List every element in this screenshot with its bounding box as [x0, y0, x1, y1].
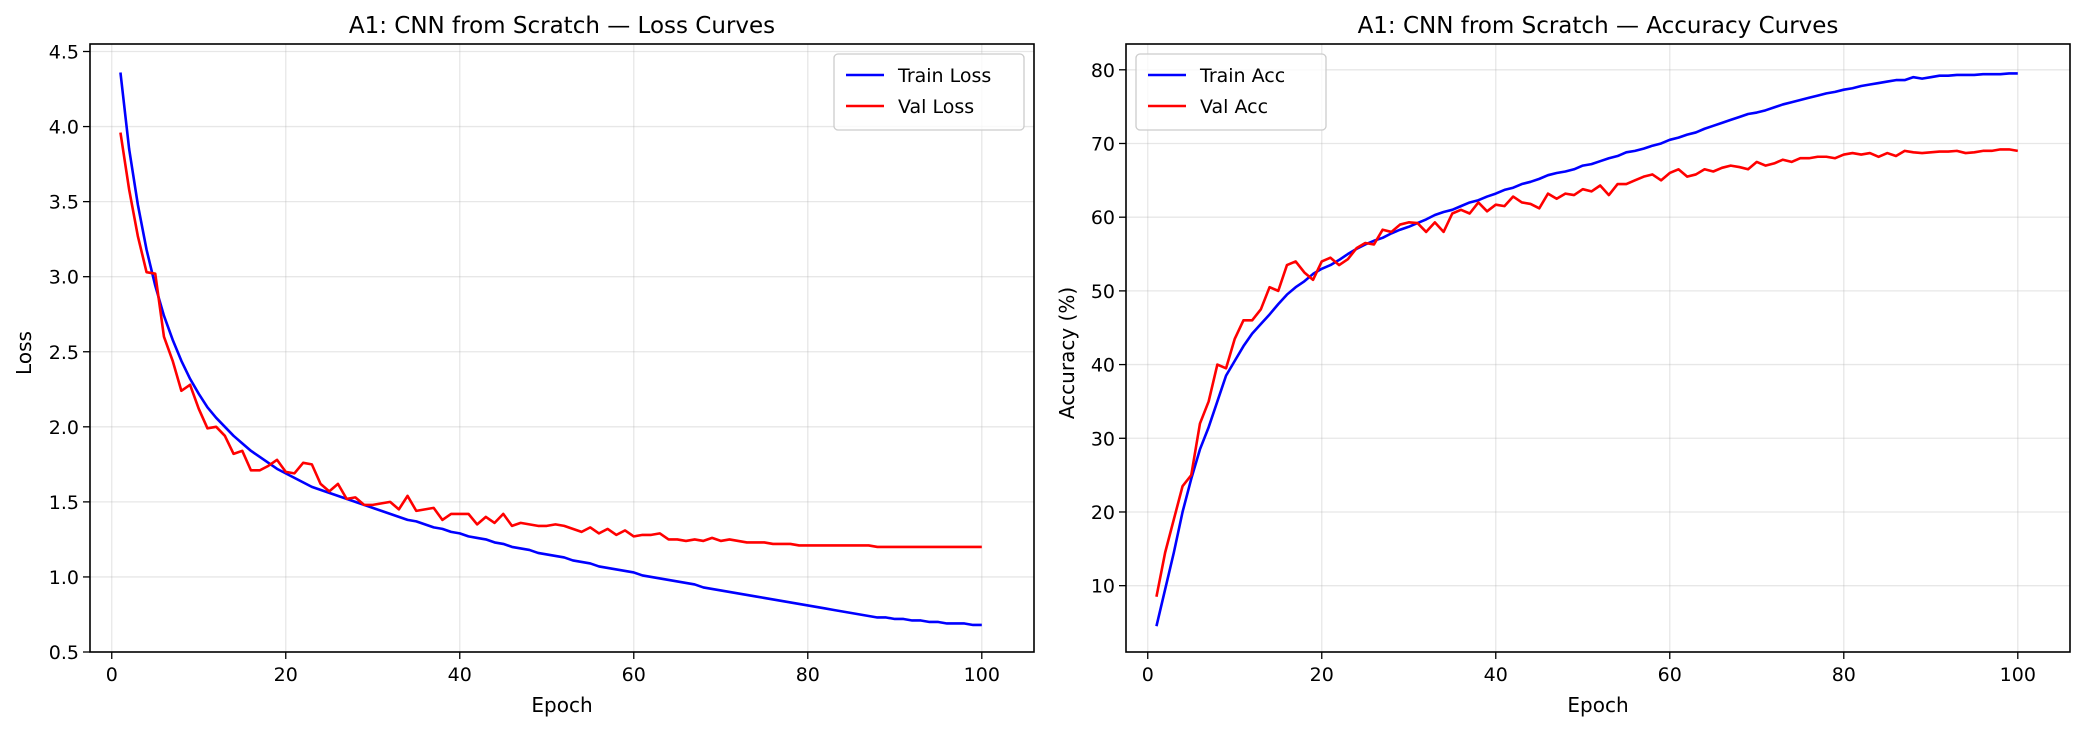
- y-tick-label: 10: [1091, 576, 1115, 598]
- series-line: [1155, 148, 2019, 597]
- x-tick-label: 80: [796, 664, 820, 686]
- x-tick-label: 60: [1658, 664, 1682, 686]
- y-tick-label: 3.0: [49, 267, 79, 289]
- chart-title: A1: CNN from Scratch — Loss Curves: [349, 13, 775, 39]
- legend-label: Train Acc: [1199, 65, 1285, 87]
- y-tick-label: 70: [1091, 133, 1115, 155]
- series-line: [1155, 72, 2018, 627]
- legend-label: Train Loss: [897, 65, 991, 87]
- x-tick-label: 80: [1832, 664, 1856, 686]
- legend-label: Val Acc: [1200, 96, 1268, 118]
- plot-frame: [89, 43, 1035, 653]
- series-line: [119, 132, 982, 549]
- accuracy-chart-panel: A1: CNN from Scratch — Accuracy Curves E…: [1055, 13, 2071, 717]
- y-tick-label: 40: [1091, 355, 1115, 377]
- y-tick-label: 1.0: [49, 567, 79, 589]
- y-tick-label: 20: [1091, 502, 1115, 524]
- y-tick-label: 30: [1091, 428, 1115, 450]
- x-tick-label: 100: [964, 664, 1000, 686]
- chart-title: A1: CNN from Scratch — Accuracy Curves: [1358, 13, 1839, 39]
- y-tick-label: 60: [1091, 207, 1115, 229]
- legend-label: Val Loss: [898, 96, 974, 118]
- y-tick-label: 2.0: [49, 417, 79, 439]
- loss-chart-panel: A1: CNN from Scratch — Loss Curves Epoch…: [12, 13, 1035, 717]
- x-axis-label: Epoch: [531, 693, 592, 717]
- x-tick-label: 40: [1484, 664, 1508, 686]
- legend: Train Acc Val Acc: [1135, 53, 1327, 131]
- y-axis-label: Accuracy (%): [1055, 287, 1079, 419]
- y-tick-label: 50: [1091, 281, 1115, 303]
- plot-frame: [1125, 43, 2071, 653]
- x-axis-label: Epoch: [1567, 693, 1628, 717]
- y-tick-label: 3.5: [49, 192, 79, 214]
- y-tick-label: 1.5: [49, 492, 79, 514]
- y-tick-label: 2.5: [49, 342, 79, 364]
- y-tick-label: 4.0: [49, 117, 79, 139]
- legend-box: [1135, 53, 1327, 131]
- x-tick-label: 20: [1310, 664, 1334, 686]
- legend-box: [833, 53, 1025, 131]
- y-tick-label: 80: [1091, 60, 1115, 82]
- y-tick-label: 0.5: [49, 642, 79, 664]
- legend: Train Loss Val Loss: [833, 53, 1025, 131]
- x-tick-label: 0: [106, 664, 118, 686]
- x-tick-label: 100: [2000, 664, 2036, 686]
- x-tick-label: 0: [1142, 664, 1154, 686]
- x-tick-label: 40: [448, 664, 472, 686]
- x-tick-label: 60: [622, 664, 646, 686]
- y-axis-label: Loss: [12, 331, 36, 375]
- y-tick-label: 4.5: [49, 42, 79, 64]
- x-tick-label: 20: [274, 664, 298, 686]
- series-line: [119, 72, 982, 627]
